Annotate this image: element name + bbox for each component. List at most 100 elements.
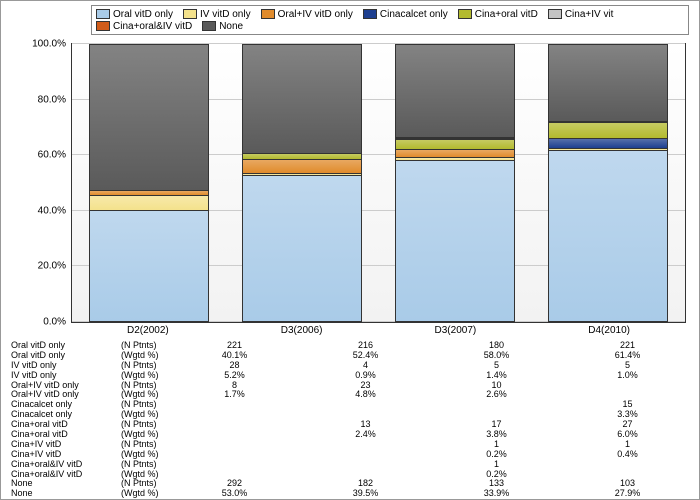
plot-area: 0.0%20.0%40.0%60.0%80.0%100.0% <box>71 43 686 323</box>
table-cell <box>169 430 300 440</box>
table-cell: 2.4% <box>300 430 431 440</box>
legend-swatch <box>202 21 216 31</box>
bar-segment-cina_oral_vitd <box>395 140 515 151</box>
table-row: None(Wgtd %)53.0%39.5%33.9%27.9% <box>9 489 693 499</box>
bar-segment-oral_iv_vitd_only <box>242 160 362 173</box>
bar-segment-oral_vitd_only <box>242 176 362 322</box>
data-table: Oral vitD only(N Ptnts)221216180221Oral … <box>9 341 693 499</box>
table-cell <box>300 440 431 450</box>
x-tick-label: D4(2010) <box>549 325 669 336</box>
table-cell <box>169 450 300 460</box>
bar-segment-cinacalcet_only <box>548 139 668 148</box>
table-row: Cina+IV vitD(Wgtd %)0.2%0.4% <box>9 450 693 460</box>
legend-swatch <box>261 9 275 19</box>
table-row: IV vitD only(N Ptnts)28455 <box>9 361 693 371</box>
table-cell <box>431 400 562 410</box>
row-sublabel: (Wgtd %) <box>119 489 169 499</box>
legend-item: Oral+IV vitD only <box>261 9 353 20</box>
legend-item: Oral vitD only <box>96 9 173 20</box>
y-tick-label: 40.0% <box>38 205 66 216</box>
bar-column <box>395 44 515 322</box>
table-cell: 2.6% <box>431 390 562 400</box>
legend-swatch <box>458 9 472 19</box>
legend-swatch <box>363 9 377 19</box>
x-tick-label: D3(2006) <box>242 325 362 336</box>
table-cell <box>169 460 300 470</box>
legend-swatch <box>548 9 562 19</box>
legend-label: IV vitD only <box>200 9 251 20</box>
legend-label: Cina+oral vitD <box>475 9 538 20</box>
legend: Oral vitD only IV vitD only Oral+IV vitD o… <box>91 5 689 35</box>
table-row: Oral vitD only(Wgtd %)40.1%52.4%58.0%61.… <box>9 351 693 361</box>
table-row: IV vitD only(Wgtd %)5.2%0.9%1.4%1.0% <box>9 371 693 381</box>
table-cell: 39.5% <box>300 489 431 499</box>
chart-container: Oral vitD only IV vitD only Oral+IV vitD o… <box>0 0 700 500</box>
table-row: Cina+oral vitD(N Ptnts)131727 <box>9 420 693 430</box>
bar-column <box>242 44 362 322</box>
table-cell: 4.8% <box>300 390 431 400</box>
x-tick-label: D3(2007) <box>395 325 515 336</box>
bar-segment-none <box>395 44 515 138</box>
bar-segment-cina_oral_vitd <box>242 154 362 161</box>
table-row: Oral vitD only(N Ptnts)221216180221 <box>9 341 693 351</box>
table-cell <box>562 381 693 391</box>
bar-segment-cina_oral_vitd <box>548 123 668 140</box>
bar-segment-oral_vitd_only <box>395 161 515 322</box>
y-tick-label: 0.0% <box>43 317 66 328</box>
bar-segment-none <box>89 44 209 191</box>
legend-item: Cina+oral vitD <box>458 9 538 20</box>
x-axis-labels: D2(2002) D3(2006) D3(2007) D4(2010) <box>71 325 686 336</box>
table-row: Cinacalcet only(N Ptnts)15 <box>9 400 693 410</box>
legend-item: Cinacalcet only <box>363 9 448 20</box>
table-cell: 1.0% <box>562 371 693 381</box>
bar-segment-none <box>242 44 362 154</box>
table-row: Oral+IV vitD only(N Ptnts)82310 <box>9 381 693 391</box>
legend-label: None <box>219 21 243 32</box>
table-cell <box>169 410 300 420</box>
legend-item: None <box>202 21 243 32</box>
bar-segment-oral_iv_vitd_only <box>395 150 515 157</box>
bar-column <box>548 44 668 322</box>
y-tick-label: 20.0% <box>38 261 66 272</box>
table-cell: 53.0% <box>169 489 300 499</box>
bar-column <box>89 44 209 322</box>
legend-item: Cina+IV vit <box>548 9 614 20</box>
legend-item: Cina+oral&IV vitD <box>96 21 192 32</box>
y-tick-label: 100.0% <box>32 39 66 50</box>
table-row: Oral+IV vitD only(Wgtd %)1.7%4.8%2.6% <box>9 390 693 400</box>
table-row: Cina+IV vitD(N Ptnts)11 <box>9 440 693 450</box>
y-tick-label: 80.0% <box>38 94 66 105</box>
table-cell <box>300 460 431 470</box>
bar-segment-oral_vitd_only <box>548 151 668 322</box>
legend-item: IV vitD only <box>183 9 251 20</box>
table-cell: 33.9% <box>431 489 562 499</box>
table-cell <box>169 440 300 450</box>
legend-label: Cinacalcet only <box>380 9 448 20</box>
table-row: Cinacalcet only(Wgtd %)3.3% <box>9 410 693 420</box>
table-cell <box>562 460 693 470</box>
x-tick-label: D2(2002) <box>88 325 208 336</box>
legend-swatch <box>96 9 110 19</box>
legend-label: Cina+IV vit <box>565 9 614 20</box>
bar-segment-oral_vitd_only <box>89 211 209 322</box>
row-label: None <box>9 489 119 499</box>
table-row: Cina+oral&IV vitD(Wgtd %)0.2% <box>9 470 693 480</box>
table-cell <box>300 400 431 410</box>
table-row: Cina+oral vitD(Wgtd %)2.4%3.8%6.0% <box>9 430 693 440</box>
table-cell <box>169 420 300 430</box>
legend-label: Oral vitD only <box>113 9 173 20</box>
y-tick-label: 60.0% <box>38 150 66 161</box>
legend-label: Oral+IV vitD only <box>278 9 353 20</box>
table-cell: 27.9% <box>562 489 693 499</box>
legend-swatch <box>183 9 197 19</box>
table-row: None(N Ptnts)292182133103 <box>9 479 693 489</box>
legend-label: Cina+oral&IV vitD <box>113 21 192 32</box>
bars-group <box>72 44 685 322</box>
bar-segment-none <box>548 44 668 122</box>
bar-segment-iv_vitd_only <box>89 196 209 210</box>
table-cell: 0.4% <box>562 450 693 460</box>
table-cell <box>169 400 300 410</box>
table-cell: 1.7% <box>169 390 300 400</box>
table-row: Cina+oral&IV vitD(N Ptnts)1 <box>9 460 693 470</box>
table-cell <box>300 450 431 460</box>
